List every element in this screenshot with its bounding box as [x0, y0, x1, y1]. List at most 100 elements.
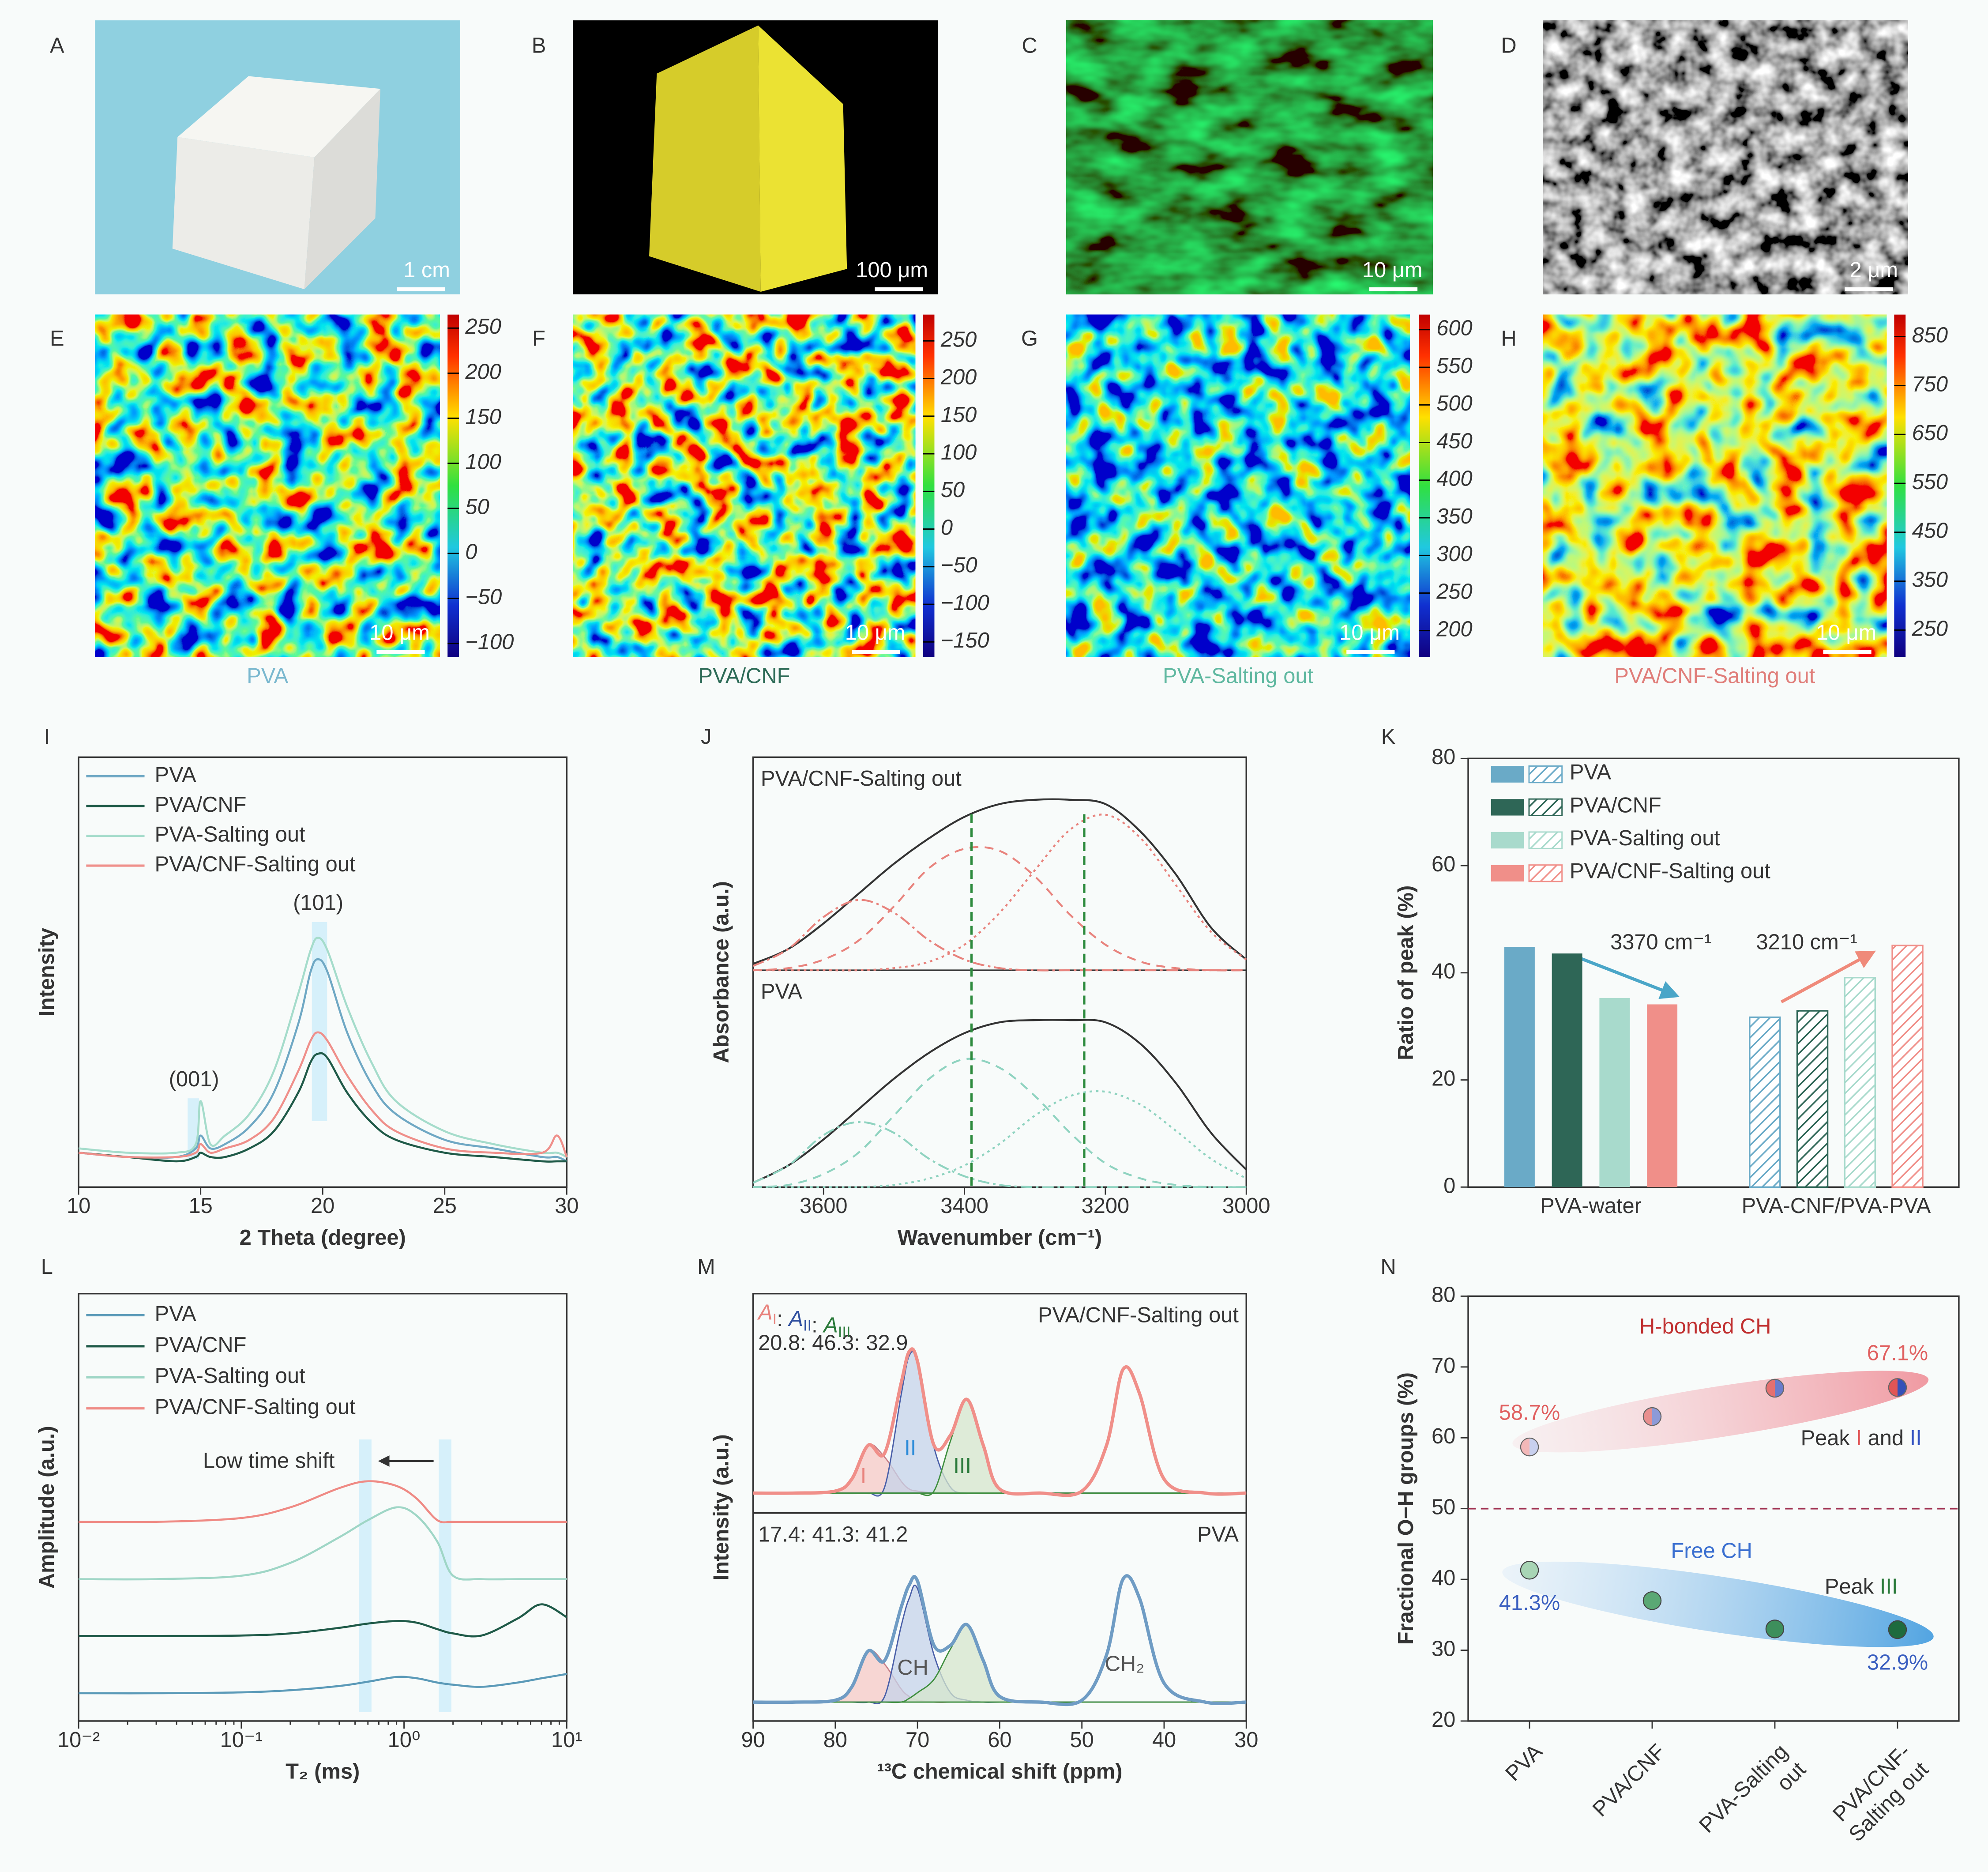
colorbar-tick-label: 250: [1912, 617, 1948, 640]
subplot-label: PVA: [1197, 1522, 1239, 1546]
x-axis-label: ¹³C chemical shift (ppm): [877, 1760, 1122, 1784]
colorbar-tick-label: 150: [941, 403, 977, 427]
caption: PVA: [247, 664, 289, 688]
legend-label: PVA: [1570, 761, 1612, 784]
panel-label: B: [532, 34, 546, 57]
legend-swatch: [1491, 832, 1524, 849]
ratio-subscript: I: [773, 1311, 777, 1328]
scale-bar-label: 10 μm: [1362, 258, 1423, 282]
series-line: [752, 1121, 1247, 1188]
value-label: 67.1%: [1867, 1341, 1928, 1365]
legend-label: PVA: [155, 1302, 197, 1326]
heatmap-image: [573, 314, 916, 657]
area-ratios: 20.8: 46.3: 32.9: [758, 1331, 908, 1355]
render-b: [573, 20, 939, 294]
series-line: [752, 899, 1247, 972]
annotation: 3210 cm⁻¹: [1756, 930, 1857, 954]
annotation-part: Peak: [1801, 1426, 1856, 1450]
subplot-label: PVA: [761, 980, 803, 1004]
colorbar-tick-label: 250: [1436, 580, 1472, 603]
colorbar-tick-label: 0: [465, 540, 477, 564]
legend-label: PVA: [155, 763, 197, 787]
series-line: [753, 1347, 1247, 1497]
caption: PVA/CNF: [699, 664, 790, 688]
annotation: Peak III: [1825, 1574, 1898, 1598]
colorbar-tick-label: 300: [1436, 542, 1472, 566]
y-tick-label: 40: [1432, 1566, 1455, 1590]
colorbar-tick-label: 350: [1436, 505, 1472, 528]
point: [1765, 1379, 1785, 1398]
series-line: [78, 937, 567, 1158]
colorbar-tick-label: 200: [1436, 618, 1472, 641]
x-axis-label: 2 Theta (degree): [240, 1226, 406, 1250]
ratio-symbol: A: [757, 1301, 773, 1325]
series-line: [753, 846, 1247, 972]
series-line: [753, 1058, 1247, 1188]
x-tick-label: 60: [988, 1728, 1011, 1752]
y-axis-label: Absorbance (a.u.): [710, 881, 733, 1063]
x-tick-label: 3200: [1082, 1194, 1130, 1218]
scale-bar-label: 2 μm: [1849, 258, 1898, 282]
x-tick-label: 10⁻¹: [220, 1728, 263, 1752]
point: [1888, 1620, 1907, 1639]
y-tick-label: 20: [1432, 1067, 1455, 1091]
legend-label: PVA/CNF-Salting out: [1570, 859, 1770, 883]
x-tick-label: PVA: [1501, 1740, 1547, 1786]
value-label: 32.9%: [1867, 1650, 1928, 1674]
bar: [1599, 998, 1630, 1187]
annotation: H-bonded CH: [1639, 1315, 1771, 1338]
plot-frame: [1467, 757, 1960, 1188]
colorbar-tick-label: 600: [1436, 316, 1472, 340]
legend-swatch: [1491, 865, 1524, 881]
series-line: [79, 1673, 567, 1695]
x-axis-label: Wavenumber (cm⁻¹): [898, 1226, 1102, 1250]
panel-label: A: [50, 34, 64, 57]
colorbar-tick-label: −100: [465, 630, 514, 654]
y-tick-label: 60: [1432, 1424, 1455, 1448]
colorbar-tick-label: 200: [940, 365, 977, 389]
prism-right: [758, 25, 847, 292]
ratio-subscript: III: [838, 1324, 851, 1341]
ratio-header: AI: AII: AIII: [757, 1301, 850, 1341]
bar: [1504, 947, 1535, 1187]
colorbar: [923, 314, 935, 657]
panel-label: D: [1501, 34, 1516, 57]
x-tick-label: 10¹: [551, 1728, 582, 1752]
h-bonded-band: [1512, 1371, 1929, 1453]
panel-label: I: [44, 725, 50, 749]
micrograph-c: [1066, 20, 1433, 294]
panel-label: K: [1381, 725, 1396, 749]
x-tick-label: 30: [555, 1194, 579, 1218]
series-line: [753, 1090, 1247, 1188]
x-tick-label: PVA-water: [1540, 1194, 1642, 1218]
colorbar-tick-label: 250: [940, 328, 977, 351]
ratio-symbol: A: [822, 1313, 838, 1337]
legend-label: PVA-Salting out: [155, 1364, 306, 1388]
x-tick-label: 3000: [1222, 1194, 1270, 1218]
colorbar-tick-label: 50: [465, 495, 489, 519]
caption: PVA/CNF-Salting out: [1614, 664, 1815, 688]
legend-label: PVA-Salting out: [155, 822, 306, 846]
legend-swatch: [1528, 798, 1563, 816]
series-line: [79, 1506, 567, 1581]
legend-swatch: [1491, 766, 1524, 783]
panel-label: F: [532, 327, 545, 350]
y-tick-label: 70: [1432, 1354, 1455, 1378]
annotation: Free CH: [1671, 1539, 1752, 1563]
cube-side: [304, 89, 380, 290]
x-axis-label: T₂ (ms): [286, 1760, 360, 1784]
bar: [1891, 945, 1924, 1188]
cube-top: [177, 76, 380, 158]
scale-bar-label: 1 cm: [403, 258, 450, 282]
x-tick-label: 20: [311, 1194, 334, 1218]
micrograph-d: [1543, 20, 1908, 294]
value-label: 41.3%: [1499, 1591, 1560, 1615]
legend-label: PVA/CNF: [155, 1333, 247, 1357]
annotation-part: I: [1856, 1426, 1862, 1450]
heatmap-image: [1543, 314, 1887, 657]
free-band: [1502, 1561, 1934, 1647]
trend-arrow: [1780, 950, 1876, 1004]
y-tick-label: 80: [1432, 1283, 1455, 1307]
shift-band: [359, 1439, 372, 1712]
annotation-part: III: [1880, 1574, 1898, 1598]
